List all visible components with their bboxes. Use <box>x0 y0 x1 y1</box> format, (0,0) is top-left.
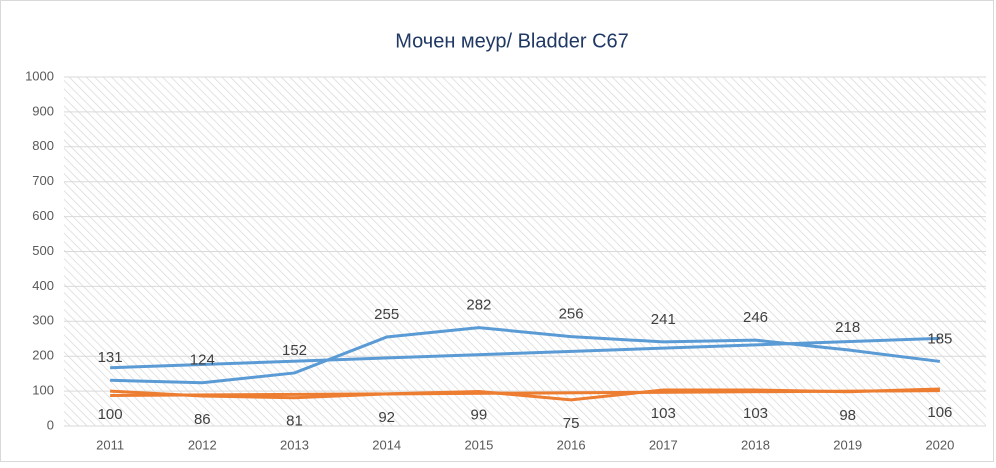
data-label: 81 <box>286 413 303 430</box>
x-tick-label: 2020 <box>925 437 954 452</box>
data-label: 106 <box>927 404 952 421</box>
data-label: 86 <box>194 411 211 428</box>
x-tick-label: 2016 <box>557 437 586 452</box>
data-label: 185 <box>927 330 952 347</box>
y-tick-label: 500 <box>32 243 54 258</box>
y-tick-label: 0 <box>47 417 54 432</box>
series-line <box>110 326 941 385</box>
data-label: 100 <box>98 406 123 423</box>
data-label: 246 <box>743 309 768 326</box>
y-tick-label: 200 <box>32 348 54 363</box>
data-label: 124 <box>190 352 215 369</box>
y-tick-label: 300 <box>32 313 54 328</box>
x-tick-label: 2015 <box>464 437 493 452</box>
data-label: 131 <box>98 349 123 366</box>
x-tick-label: 2012 <box>188 437 217 452</box>
y-tick-label: 400 <box>32 278 54 293</box>
y-tick-label: 900 <box>32 103 54 118</box>
data-label: 255 <box>374 306 399 323</box>
y-tick-label: 100 <box>32 383 54 398</box>
data-label: 152 <box>282 342 307 359</box>
x-tick-label: 2011 <box>96 437 124 452</box>
x-tick-label: 2017 <box>649 437 678 452</box>
y-tick-label: 800 <box>32 138 54 153</box>
trendline <box>110 336 940 370</box>
data-label: 282 <box>466 297 491 314</box>
data-label: 241 <box>651 311 676 328</box>
chart-title: Мочен меур/ Bladder C67 <box>395 30 629 52</box>
data-label: 99 <box>471 406 488 423</box>
data-label: 98 <box>839 407 856 424</box>
series-line <box>110 387 940 402</box>
data-label: 218 <box>835 319 860 336</box>
y-tick-label: 600 <box>32 208 54 223</box>
y-tick-label: 1000 <box>25 68 54 83</box>
data-label: 103 <box>651 405 676 422</box>
x-tick-label: 2013 <box>280 437 309 452</box>
x-tick-label: 2018 <box>741 437 770 452</box>
data-label: 103 <box>743 405 768 422</box>
data-label: 92 <box>378 409 395 426</box>
data-label: 75 <box>563 415 580 432</box>
x-tick-label: 2014 <box>372 437 401 452</box>
y-tick-label: 700 <box>32 173 54 188</box>
x-tick-label: 2019 <box>833 437 862 452</box>
data-label: 256 <box>559 306 584 323</box>
